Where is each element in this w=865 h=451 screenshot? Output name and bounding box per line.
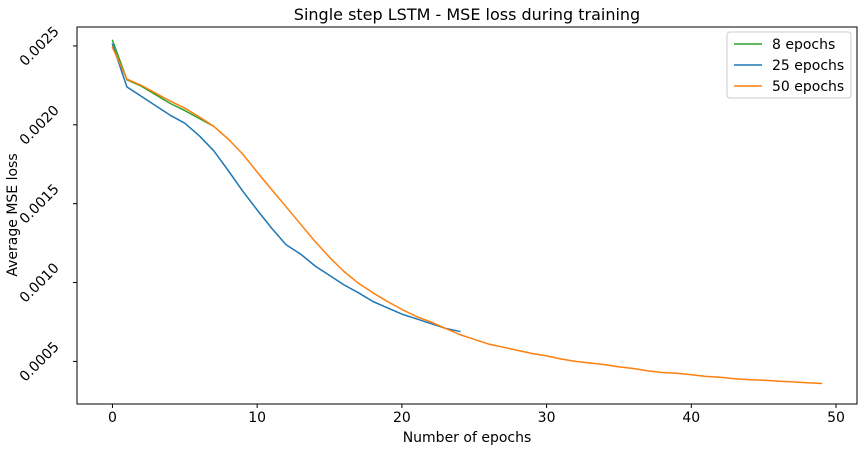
y-tick-label: 0.0005: [17, 339, 63, 385]
chart-title: Single step LSTM - MSE loss during train…: [294, 5, 640, 24]
y-tick-label: 0.0020: [17, 103, 63, 149]
legend-box: [726, 31, 852, 99]
x-tick-label: 20: [393, 410, 411, 426]
y-axis-ticks: 0.0005 0.0010 0.0015 0.0020 0.0025: [17, 24, 77, 385]
x-tick-label: 40: [682, 410, 700, 426]
x-tick-label: 30: [538, 410, 556, 426]
legend-label-1: 25 epochs: [772, 58, 844, 74]
plot-area: [76, 26, 858, 405]
x-axis-label: Number of epochs: [403, 430, 532, 446]
x-tick-label: 10: [248, 410, 266, 426]
y-tick-label: 0.0010: [17, 260, 63, 306]
y-axis-label: Average MSE loss: [5, 153, 21, 276]
y-tick-label: 0.0015: [17, 181, 63, 227]
series-line-2: [111, 46, 823, 385]
legend-label-0: 8 epochs: [772, 37, 835, 53]
series-line-0: [111, 39, 215, 128]
legend: 8 epochs 25 epochs 50 epochs: [726, 31, 852, 99]
series-line-1: [111, 43, 461, 333]
series-layer: [111, 39, 823, 385]
y-tick-label: 0.0025: [17, 24, 63, 70]
x-tick-label: 50: [827, 410, 845, 426]
legend-label-2: 50 epochs: [772, 79, 844, 95]
x-axis-ticks: 0 10 20 30 40 50: [108, 404, 845, 426]
x-tick-label: 0: [108, 410, 117, 426]
